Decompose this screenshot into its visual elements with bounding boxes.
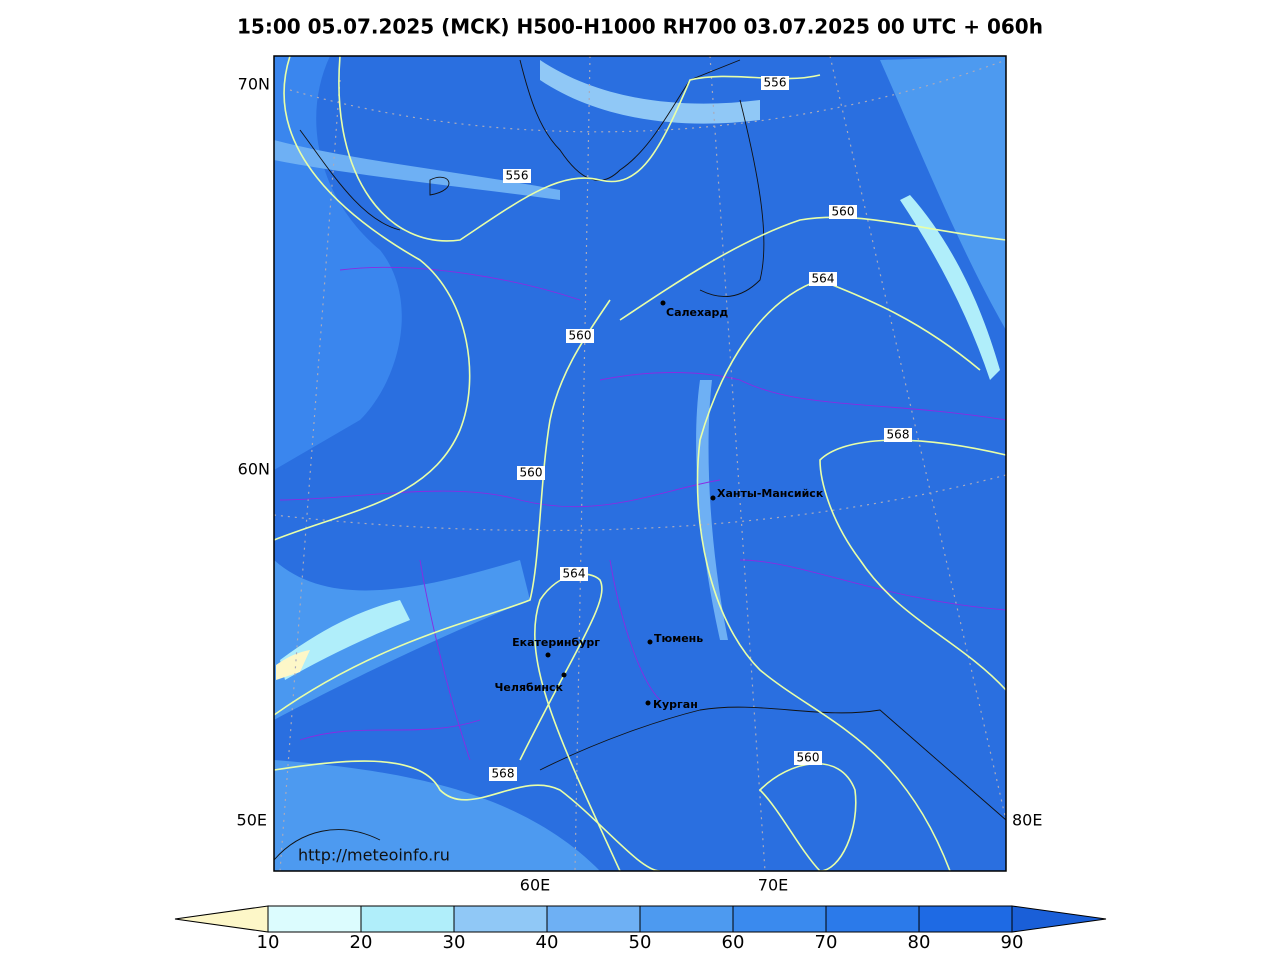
map-frame <box>273 55 1007 872</box>
colorbar-bin <box>360 905 455 933</box>
axis-label: 60N <box>238 460 270 479</box>
colorbar-tick-label: 40 <box>536 932 559 953</box>
axis-label: 70N <box>238 75 270 94</box>
contour-label: 560 <box>797 751 820 765</box>
city-label: Челябинск <box>495 681 564 694</box>
coastline <box>273 59 1007 861</box>
humidity-field <box>540 60 760 124</box>
colorbar-bin <box>639 905 734 933</box>
contour-label-bg <box>761 76 789 90</box>
colorbar-over <box>1011 905 1107 933</box>
source-url: http://meteoinfo.ru <box>298 846 450 865</box>
colorbar-tick-label: 60 <box>722 932 745 953</box>
colorbar-tick-label: 50 <box>629 932 652 953</box>
city-label: Салехард <box>666 306 728 319</box>
map <box>273 55 1007 872</box>
map-background <box>274 56 1006 871</box>
contour-label: 564 <box>812 272 835 286</box>
axis-label: 60E <box>520 876 550 895</box>
humidity-field <box>274 140 560 200</box>
graticule <box>273 474 1007 532</box>
colorbar: 10 20 30 40 50 60 70 80 90 <box>174 905 1107 953</box>
graticule <box>289 59 1007 133</box>
humidity-field <box>696 380 728 640</box>
humidity-field <box>274 560 530 720</box>
humidity-field <box>900 195 1000 380</box>
graticule <box>279 55 1007 872</box>
isohypse <box>273 299 611 716</box>
contour-labels: 556 556 560 564 560 568 560 564 560 568 <box>489 76 912 781</box>
contour-label-bg <box>560 567 588 581</box>
colorbar-tick-label: 80 <box>908 932 931 953</box>
city-dot <box>647 639 653 645</box>
colorbar-tick-label: 20 <box>350 932 373 953</box>
city-label: Курган <box>653 698 698 711</box>
isohypse <box>696 279 981 872</box>
contour-label-bg <box>489 767 517 781</box>
axis-label: 50E <box>237 811 267 830</box>
colorbar-bin <box>825 905 920 933</box>
isohypse <box>273 760 661 872</box>
contour-label-bg <box>503 169 531 183</box>
region-border <box>279 266 1007 761</box>
contour-label: 556 <box>764 76 787 90</box>
colorbar-tick-label: 90 <box>1001 932 1024 953</box>
city-dot <box>545 652 551 658</box>
colorbar-tick-label: 10 <box>257 932 280 953</box>
contour-label: 560 <box>520 466 543 480</box>
axis-label: 70E <box>758 876 788 895</box>
humidity-field <box>280 600 410 680</box>
contour-label-bg <box>829 205 857 219</box>
city-dot <box>645 700 651 706</box>
contour-label-bg <box>517 466 545 480</box>
isohypse <box>619 216 1007 321</box>
city-dot <box>710 495 716 501</box>
humidity-field <box>276 650 310 680</box>
city-label: Тюмень <box>654 632 703 645</box>
colorbar-bin <box>732 905 827 933</box>
city-dot <box>660 300 666 306</box>
colorbar-bin <box>453 905 548 933</box>
humidity-field <box>880 56 1006 330</box>
humidity-field <box>274 760 600 871</box>
colorbar-under <box>174 905 269 933</box>
city-dot <box>561 672 567 678</box>
contour-label: 560 <box>832 205 855 219</box>
contour-label-bg <box>566 329 594 343</box>
contour-label-bg <box>884 428 912 442</box>
contour-label: 568 <box>887 428 910 442</box>
city-label: Екатеринбург <box>512 636 600 649</box>
cities: Салехард Ханты-Мансийск Тюмень Екатеринб… <box>495 300 824 711</box>
contour-label-bg <box>809 272 837 286</box>
city-label: Ханты-Мансийск <box>717 487 824 500</box>
contour-label: 564 <box>563 567 586 581</box>
isohypse <box>338 55 821 242</box>
contour-label-bg <box>794 751 822 765</box>
colorbar-bin <box>267 905 362 933</box>
colorbar-tick-label: 70 <box>815 932 838 953</box>
colorbar-bin <box>546 905 641 933</box>
axis-label: 80E <box>1012 811 1042 830</box>
colorbar-tick-label: 30 <box>443 932 466 953</box>
contour-label: 568 <box>492 767 515 781</box>
contour-label: 556 <box>506 169 529 183</box>
colorbar-bin <box>918 905 1013 933</box>
contour-label: 560 <box>569 329 592 343</box>
isohypse <box>273 55 471 541</box>
title: 15:00 05.07.2025 (MCK) H500-H1000 RH700 … <box>237 15 1043 39</box>
